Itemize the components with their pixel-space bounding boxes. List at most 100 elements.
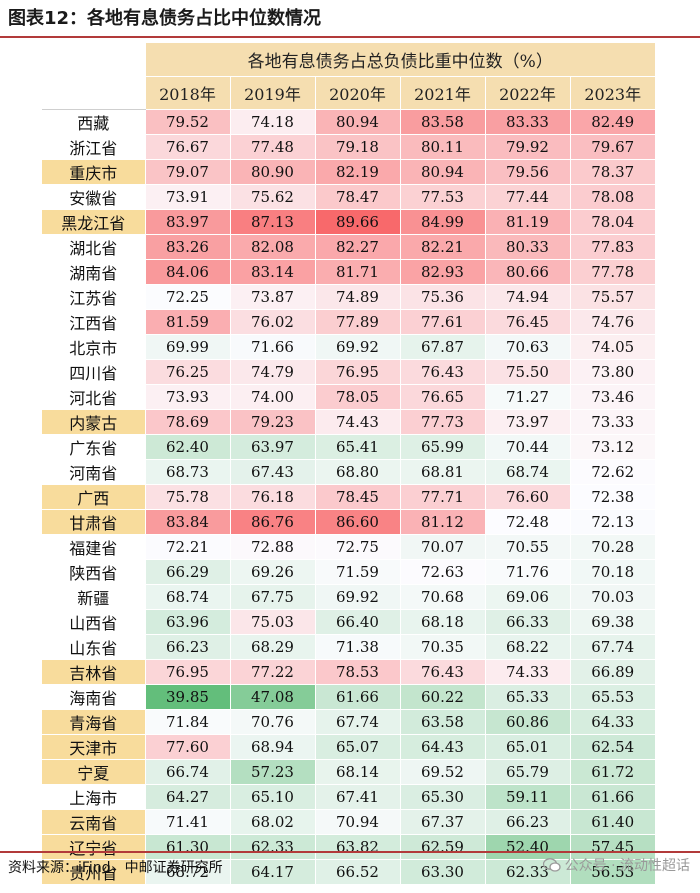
- heatmap-cell: 65.30: [399, 783, 485, 809]
- heatmap-cell: 83.97: [144, 208, 230, 234]
- heatmap-cell: 47.08: [229, 683, 315, 709]
- heatmap-cell: 69.99: [144, 333, 230, 359]
- table-row: 河南省 68.73 67.43 68.80 68.81 68.74 72.62: [42, 458, 655, 484]
- heatmap-cell: 74.79: [229, 358, 315, 384]
- region-label: 贵州省: [42, 858, 145, 884]
- heatmap-cell: 68.29: [229, 633, 315, 659]
- table-row: 上海市 64.27 65.10 67.41 65.30 59.11 61.66: [42, 783, 655, 809]
- heatmap-cell: 77.60: [144, 733, 230, 759]
- heatmap-cell: 74.00: [229, 383, 315, 409]
- region-label: 湖南省: [42, 258, 145, 284]
- heatmap-cell: 81.59: [144, 308, 230, 334]
- heatmap-cell: 59.11: [484, 783, 570, 809]
- heatmap-cell: 77.73: [399, 408, 485, 434]
- region-label: 西藏: [42, 108, 145, 134]
- heatmap-cell: 68.02: [229, 808, 315, 834]
- heatmap-cell: 65.53: [569, 683, 655, 709]
- heatmap-cell: 75.03: [229, 608, 315, 634]
- heatmap-cell: 76.02: [229, 308, 315, 334]
- heatmap-cell: 74.76: [569, 308, 655, 334]
- table-row: 重庆市 79.07 80.90 82.19 80.94 79.56 78.37: [42, 158, 655, 184]
- heatmap-cell: 65.99: [399, 433, 485, 459]
- heatmap-cell: 65.33: [484, 683, 570, 709]
- table-row: 天津市 77.60 68.94 65.07 64.43 65.01 62.54: [42, 733, 655, 759]
- heatmap-cell: 68.73: [144, 458, 230, 484]
- heatmap-cell: 83.26: [144, 233, 230, 259]
- heatmap-cell: 62.54: [569, 733, 655, 759]
- year-header: 2023年: [569, 75, 655, 109]
- heatmap-cell: 71.38: [314, 633, 400, 659]
- heatmap-cell: 82.19: [314, 158, 400, 184]
- source-note: 资料来源：iFind，中邮证券研究所: [8, 860, 223, 876]
- heatmap-cell: 66.40: [314, 608, 400, 634]
- region-label: 上海市: [42, 783, 145, 809]
- heatmap-cell: 80.94: [314, 108, 400, 134]
- heatmap-cell: 79.23: [229, 408, 315, 434]
- table-row: 新疆 68.74 67.75 69.92 70.68 69.06 70.03: [42, 583, 655, 609]
- heatmap-cell: 66.52: [314, 858, 400, 884]
- heatmap-cell: 76.25: [144, 358, 230, 384]
- figure-title: 图表12：各地有息债务占比中位数情况: [0, 0, 700, 38]
- region-label: 海南省: [42, 683, 145, 709]
- region-label: 广西: [42, 483, 145, 509]
- year-header: 2020年: [314, 75, 400, 109]
- heatmap-cell: 72.38: [569, 483, 655, 509]
- heatmap-cell: 82.21: [399, 233, 485, 259]
- heatmap-cell: 79.56: [484, 158, 570, 184]
- region-label: 湖北省: [42, 233, 145, 259]
- wechat-icon: [542, 858, 561, 872]
- region-label: 山西省: [42, 608, 145, 634]
- heatmap-cell: 76.43: [399, 658, 485, 684]
- heatmap-cell: 64.27: [144, 783, 230, 809]
- heatmap-cell: 87.13: [229, 208, 315, 234]
- heatmap-cell: 63.30: [399, 858, 485, 884]
- heatmap-cell: 76.65: [399, 383, 485, 409]
- heatmap-cell: 82.93: [399, 258, 485, 284]
- region-label: 重庆市: [42, 158, 145, 184]
- heatmap-cell: 73.87: [229, 283, 315, 309]
- heatmap-cell: 72.62: [569, 458, 655, 484]
- heatmap-cell: 67.43: [229, 458, 315, 484]
- heatmap-cell: 39.85: [144, 683, 230, 709]
- heatmap-cell: 79.18: [314, 133, 400, 159]
- region-label: 江苏省: [42, 283, 145, 309]
- header-corner: [42, 43, 145, 110]
- heatmap-cell: 81.12: [399, 508, 485, 534]
- region-label: 内蒙古: [42, 408, 145, 434]
- heatmap-cell: 74.43: [314, 408, 400, 434]
- heatmap-cell: 61.40: [569, 808, 655, 834]
- year-header: 2018年: [144, 75, 230, 109]
- region-label: 山东省: [42, 633, 145, 659]
- heatmap-cell: 61.30: [144, 833, 230, 859]
- table-row: 宁夏 66.74 57.23 68.14 69.52 65.79 61.72: [42, 758, 655, 784]
- heatmap-cell: 69.92: [314, 583, 400, 609]
- heatmap-cell: 74.05: [569, 333, 655, 359]
- heatmap-cell: 68.22: [484, 633, 570, 659]
- heatmap-cell: 86.76: [229, 508, 315, 534]
- heatmap-cell: 75.50: [484, 358, 570, 384]
- heatmap-cell: 62.59: [399, 833, 485, 859]
- region-label: 云南省: [42, 808, 145, 834]
- heatmap-cell: 71.41: [144, 808, 230, 834]
- heatmap-cell: 80.11: [399, 133, 485, 159]
- table-row: 内蒙古 78.69 79.23 74.43 77.73 73.97 73.33: [42, 408, 655, 434]
- heatmap-cell: 79.52: [144, 108, 230, 134]
- heatmap-cell: 68.74: [144, 583, 230, 609]
- heatmap-cell: 80.94: [399, 158, 485, 184]
- table-row: 江西省 81.59 76.02 77.89 77.61 76.45 74.76: [42, 308, 655, 334]
- heatmap-cell: 72.21: [144, 533, 230, 559]
- heatmap-cell: 71.84: [144, 708, 230, 734]
- heatmap-cell: 60.22: [399, 683, 485, 709]
- heatmap-cell: 68.72: [144, 858, 230, 884]
- year-header: 2022年: [484, 75, 570, 109]
- heatmap-cell: 60.86: [484, 708, 570, 734]
- heatmap-cell: 79.67: [569, 133, 655, 159]
- heatmap-cell: 61.66: [569, 783, 655, 809]
- heatmap-cell: 77.53: [399, 183, 485, 209]
- heatmap-cell: 75.78: [144, 483, 230, 509]
- heatmap-cell: 73.93: [144, 383, 230, 409]
- heatmap-cell: 70.44: [484, 433, 570, 459]
- heatmap-cell: 70.94: [314, 808, 400, 834]
- footer-divider: [0, 851, 700, 853]
- heatmap-cell: 83.58: [399, 108, 485, 134]
